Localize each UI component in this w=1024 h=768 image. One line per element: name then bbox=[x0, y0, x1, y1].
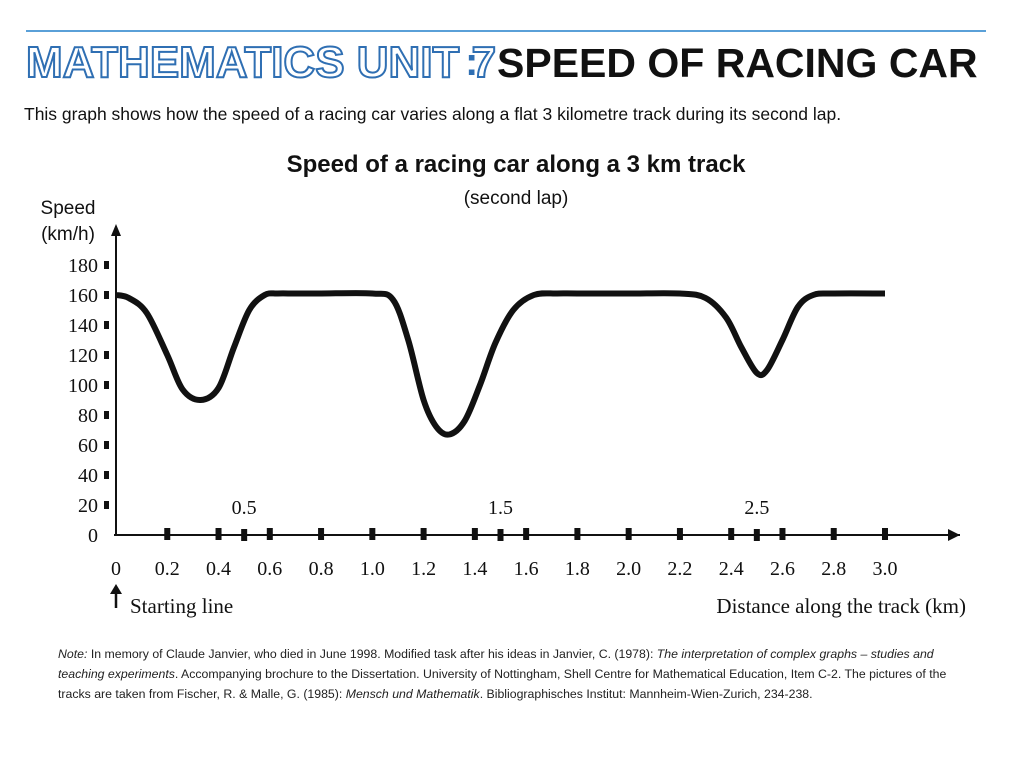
x-half-tick-0.5 bbox=[241, 529, 247, 541]
x-tick-label-2.8: 2.8 bbox=[821, 558, 846, 580]
y-tick-label-160: 160 bbox=[68, 285, 98, 307]
x-half-label-0.5: 0.5 bbox=[232, 497, 257, 519]
x-tick-2.0 bbox=[626, 528, 632, 540]
y-tick-80 bbox=[104, 411, 109, 419]
note-text-1: In memory of Claude Janvier, who died in… bbox=[87, 647, 656, 661]
x-half-label-2.5: 2.5 bbox=[744, 497, 769, 519]
x-tick-0.6 bbox=[267, 528, 273, 540]
y-tick-label-80: 80 bbox=[78, 405, 98, 427]
speed-chart: Speed of a racing car along a 3 km track… bbox=[0, 140, 1024, 640]
x-tick-1.2 bbox=[421, 528, 427, 540]
x-tick-label-3.0: 3.0 bbox=[873, 558, 898, 580]
y-tick-140 bbox=[104, 321, 109, 329]
note-italic-2: Mensch und Mathematik bbox=[346, 687, 480, 701]
chart-title: Speed of a racing car along a 3 km track bbox=[287, 151, 747, 178]
x-tick-label-2.4: 2.4 bbox=[719, 558, 744, 580]
y-axis-label-line1: Speed bbox=[41, 198, 96, 219]
x-tick-label-0.4: 0.4 bbox=[206, 558, 231, 580]
x-tick-2.8 bbox=[831, 528, 837, 540]
x-tick-1.4 bbox=[472, 528, 478, 540]
x-tick-0.2 bbox=[164, 528, 170, 540]
x-axis-label: Distance along the track (km) bbox=[716, 594, 966, 618]
note-lead: Note: bbox=[58, 647, 87, 661]
x-tick-0.4 bbox=[216, 528, 222, 540]
y-tick-label-140: 140 bbox=[68, 315, 98, 337]
y-tick-label-20: 20 bbox=[78, 495, 98, 517]
y-tick-40 bbox=[104, 471, 109, 479]
unit-label: MATHEMATICS UNIT 7 bbox=[26, 38, 496, 88]
x-tick-1.8 bbox=[574, 528, 580, 540]
starting-line-arrow-icon bbox=[110, 584, 122, 594]
x-tick-3.0 bbox=[882, 528, 888, 540]
x-half-label-1.5: 1.5 bbox=[488, 497, 513, 519]
x-tick-label-1.0: 1.0 bbox=[360, 558, 385, 580]
y-tick-label-60: 60 bbox=[78, 435, 98, 457]
speed-series-line-0 bbox=[116, 293, 885, 435]
y-axis-arrow-icon bbox=[111, 224, 121, 236]
x-tick-label-0.2: 0.2 bbox=[155, 558, 180, 580]
x-tick-1.6 bbox=[523, 528, 529, 540]
y-tick-label-0: 0 bbox=[88, 525, 98, 547]
y-tick-label-40: 40 bbox=[78, 465, 98, 487]
y-tick-label-180: 180 bbox=[68, 255, 98, 277]
chart-subtitle: (second lap) bbox=[464, 188, 569, 209]
intro-text: This graph shows how the speed of a raci… bbox=[24, 104, 841, 125]
x-half-tick-2.5 bbox=[754, 529, 760, 541]
x-tick-label-2.6: 2.6 bbox=[770, 558, 795, 580]
source-note: Note: In memory of Claude Janvier, who d… bbox=[58, 644, 958, 704]
y-axis-label-line2: (km/h) bbox=[41, 224, 95, 245]
title-rule bbox=[26, 30, 986, 32]
x-tick-label-1.8: 1.8 bbox=[565, 558, 590, 580]
x-tick-2.6 bbox=[779, 528, 785, 540]
x-tick-label-1.6: 1.6 bbox=[514, 558, 539, 580]
unit-colon: : bbox=[465, 40, 478, 85]
chart-plot-area: 0 20 40 60 80 100 120 140 160 180 0 0.2 0.4 0.6 0.8 1.0… bbox=[68, 224, 960, 608]
x-tick-label-2.2: 2.2 bbox=[667, 558, 692, 580]
x-tick-label-1.2: 1.2 bbox=[411, 558, 436, 580]
y-tick-100 bbox=[104, 381, 109, 389]
y-tick-60 bbox=[104, 441, 109, 449]
x-tick-1.0 bbox=[369, 528, 375, 540]
x-half-tick-1.5 bbox=[498, 529, 504, 541]
x-tick-label-2.0: 2.0 bbox=[616, 558, 641, 580]
x-tick-2.2 bbox=[677, 528, 683, 540]
x-tick-label-0.8: 0.8 bbox=[309, 558, 334, 580]
y-tick-20 bbox=[104, 501, 109, 509]
x-axis-arrow-icon bbox=[948, 529, 960, 541]
y-tick-180 bbox=[104, 261, 109, 269]
x-tick-0.8 bbox=[318, 528, 324, 540]
x-tick-label-1.4: 1.4 bbox=[462, 558, 487, 580]
x-tick-2.4 bbox=[728, 528, 734, 540]
note-text-3: . Bibliographisches Institut: Mannheim-W… bbox=[480, 687, 813, 701]
y-tick-label-100: 100 bbox=[68, 375, 98, 397]
y-tick-label-120: 120 bbox=[68, 345, 98, 367]
x-tick-label-0.6: 0.6 bbox=[257, 558, 282, 580]
x-tick-label-0: 0 bbox=[111, 558, 121, 580]
y-tick-120 bbox=[104, 351, 109, 359]
page-title: SPEED OF RACING CAR bbox=[497, 40, 978, 87]
y-tick-160 bbox=[104, 291, 109, 299]
starting-line-label: Starting line bbox=[130, 594, 233, 618]
